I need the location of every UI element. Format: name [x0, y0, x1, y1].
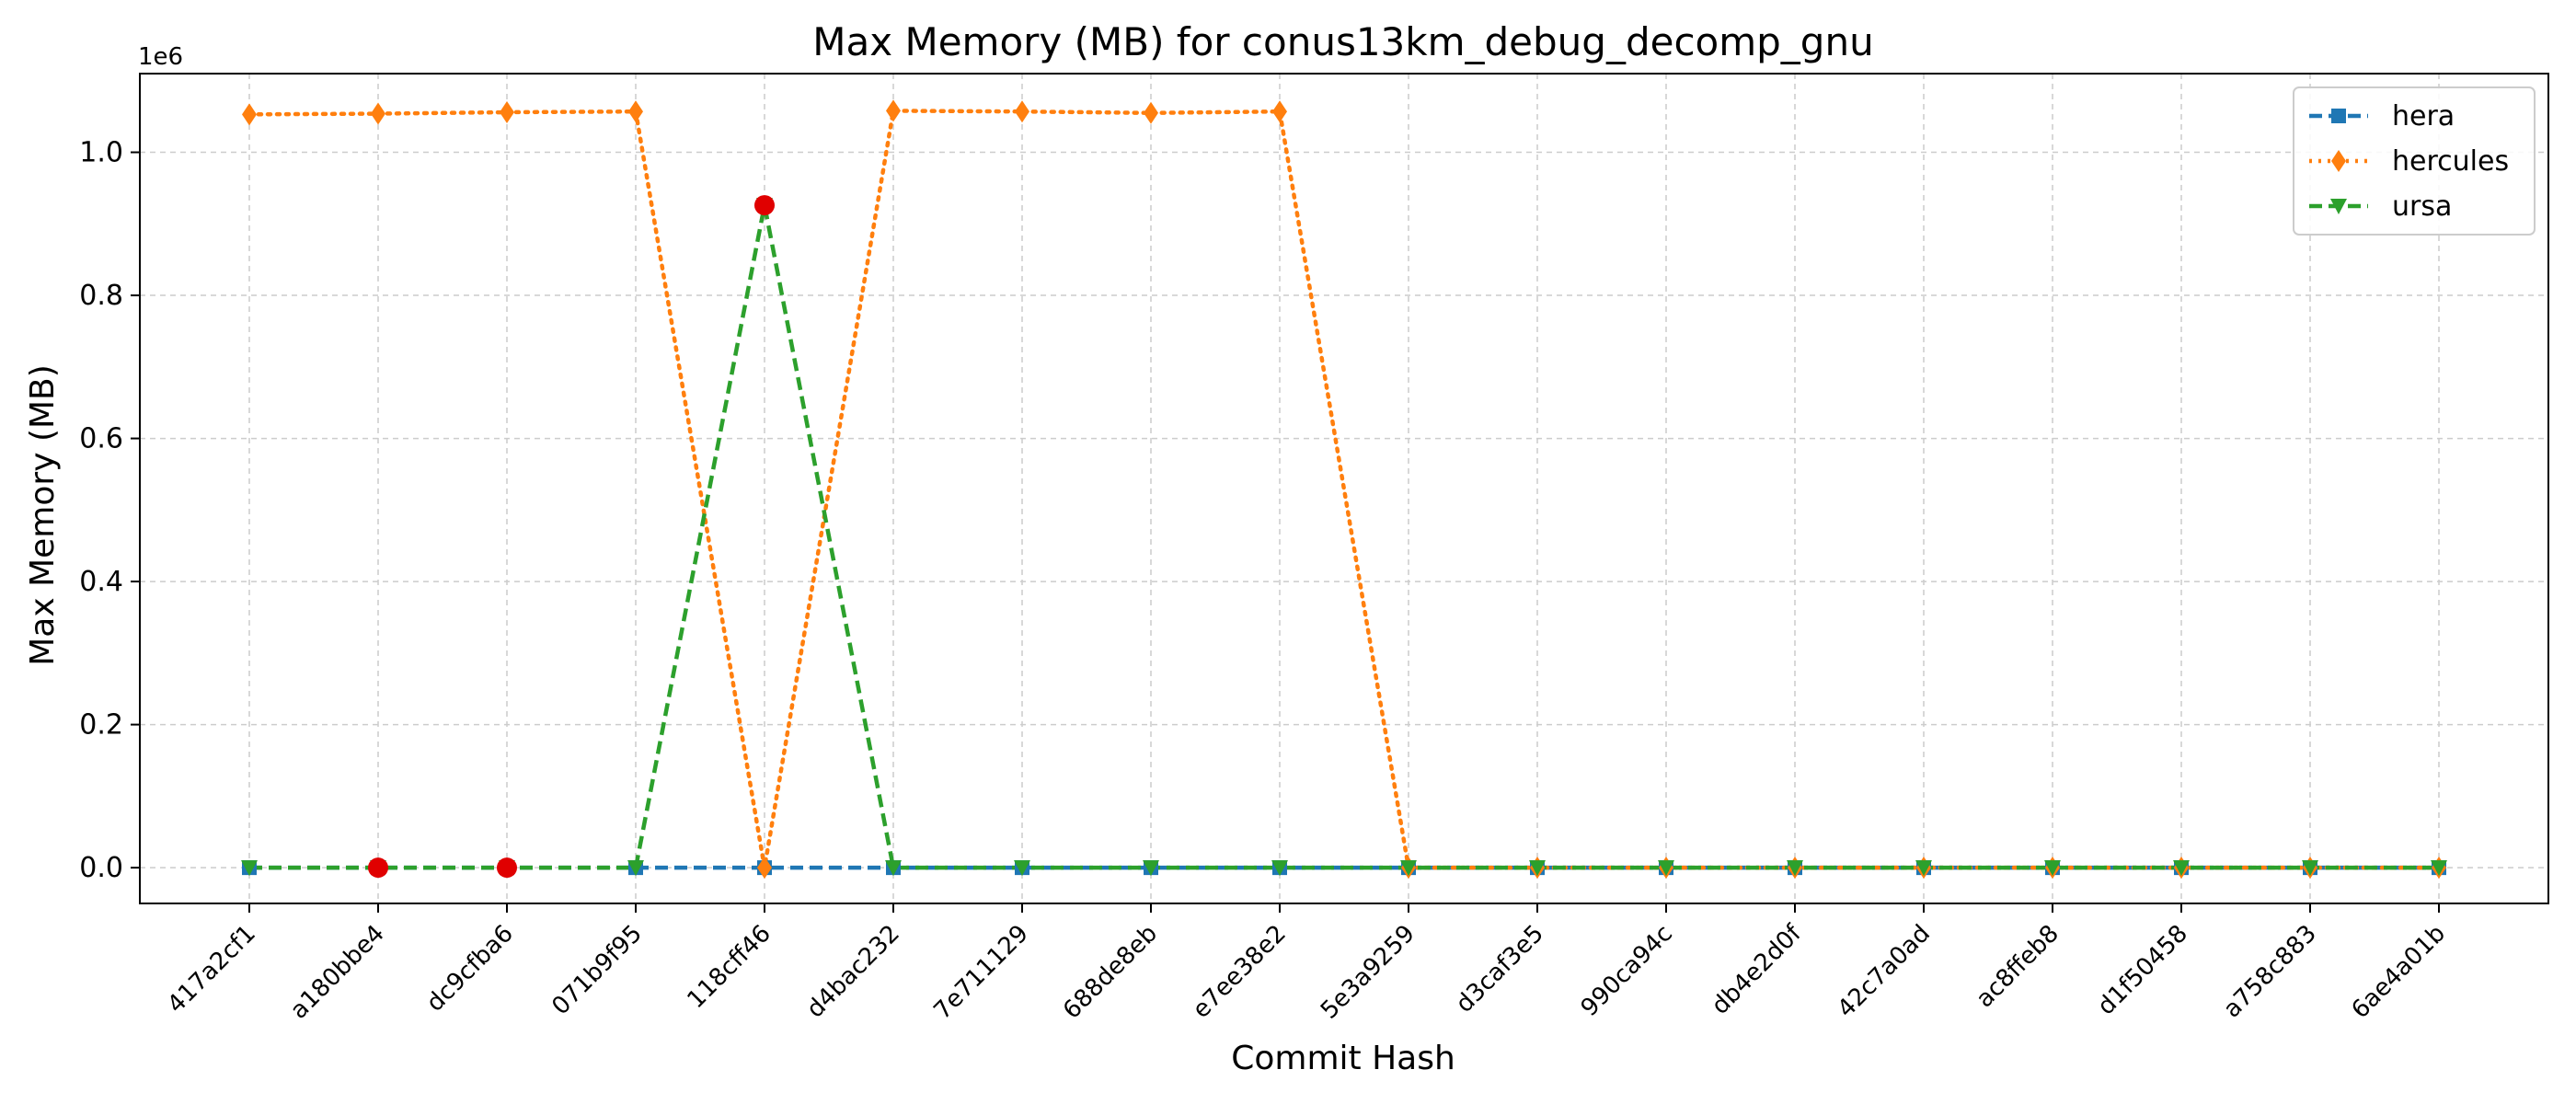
highlight-point: [368, 857, 388, 879]
data-point-ursa: [1143, 860, 1159, 877]
data-point-hercules: [371, 102, 385, 125]
data-point-ursa: [1014, 860, 1030, 877]
data-point-ursa: [2302, 860, 2318, 877]
x-axis-label: Commit Hash: [1231, 1040, 1455, 1077]
data-point-hercules: [1144, 101, 1158, 124]
data-point-hercules: [757, 857, 772, 880]
legend-box: [2293, 86, 2536, 236]
legend-marker-ursa: [2330, 199, 2347, 214]
y-axis-ticks: 0.0 0.2 0.4 0.6 0.8 1.0: [79, 137, 140, 884]
data-point-ursa: [2431, 860, 2447, 877]
data-point-ursa: [1787, 860, 1803, 877]
plot-frame: [139, 73, 2549, 904]
legend: hera hercules ursa: [2293, 86, 2536, 236]
legend-label-hercules: hercules: [2392, 145, 2509, 178]
data-point-ursa: [2173, 860, 2190, 877]
data-point-ursa: [1529, 860, 1546, 877]
y-tick-label: 0.8: [79, 280, 123, 312]
highlight-point: [754, 195, 775, 216]
grid-lines: [140, 74, 2548, 903]
legend-marker-hera: [2331, 109, 2346, 123]
data-point-hercules: [1272, 100, 1287, 123]
data-point-ursa: [1271, 860, 1288, 877]
highlight-points: [368, 195, 775, 879]
y-tick-label: 0.6: [79, 423, 123, 455]
data-point-ursa: [1658, 860, 1674, 877]
y-tick-label: 0.4: [79, 566, 123, 598]
y-axis-label: Max Memory (MB): [24, 364, 62, 666]
highlight-point: [497, 857, 517, 879]
data-point-ursa: [1915, 860, 1932, 877]
series-line-ursa: [249, 204, 2439, 870]
data-point-hercules: [886, 99, 901, 122]
data-point-hercules: [628, 100, 643, 123]
legend-label-ursa: ursa: [2392, 190, 2452, 223]
data-point-ursa: [241, 860, 258, 877]
series-lines: [247, 109, 2442, 870]
data-point-ursa: [2044, 860, 2061, 877]
y-tick-label: 1.0: [79, 137, 123, 169]
legend-label-hera: hera: [2392, 100, 2455, 132]
y-axis-offset-label: 1e6: [138, 43, 183, 71]
data-point-ursa: [627, 860, 644, 877]
legend-marker-hercules: [2331, 150, 2346, 172]
series-line-hercules: [247, 109, 2442, 870]
y-tick-label: 0.2: [79, 709, 123, 742]
data-point-hercules: [242, 103, 257, 126]
data-point-hercules: [500, 100, 514, 123]
data-point-ursa: [885, 860, 902, 877]
chart-title: Max Memory (MB) for conus13km_debug_deco…: [812, 19, 1873, 64]
y-tick-label: 0.0: [79, 852, 123, 884]
data-point-hercules: [1015, 100, 1029, 123]
data-point-ursa: [1400, 860, 1417, 877]
